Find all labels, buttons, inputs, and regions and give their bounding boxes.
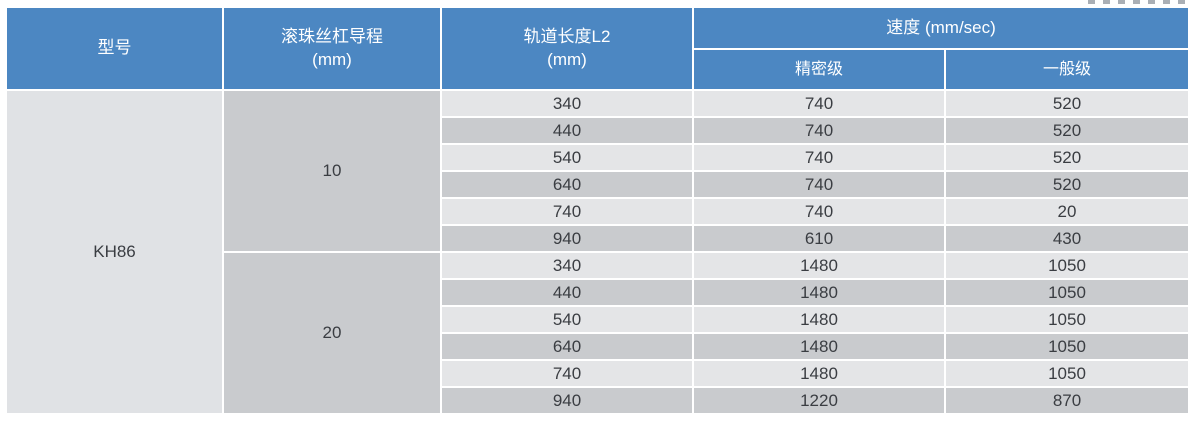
cell-rail-length: 440 bbox=[440, 116, 694, 145]
cell-speed-precision: 740 bbox=[692, 170, 946, 199]
cell-speed-general: 520 bbox=[943, 143, 1191, 172]
table-row: 940 610 430 bbox=[6, 224, 1191, 253]
cell-rail-length: 640 bbox=[440, 170, 694, 199]
cell-speed-general: 1050 bbox=[943, 305, 1191, 334]
cell-speed-precision: 1220 bbox=[692, 386, 946, 415]
header-rail-length: 轨道长度L2 (mm) bbox=[440, 6, 694, 91]
table-row: 440 1480 1050 bbox=[6, 278, 1191, 307]
table-row: 740 1480 1050 bbox=[6, 359, 1191, 388]
model-cell: KH86 bbox=[5, 89, 224, 415]
cell-speed-general: 1050 bbox=[943, 332, 1191, 361]
table-row: KH86 10 340 740 520 bbox=[5, 89, 1191, 415]
header-speed: 速度 (mm/sec) bbox=[691, 6, 1191, 50]
header-precision-grade: 精密级 bbox=[692, 48, 946, 91]
cell-speed-precision: 740 bbox=[692, 116, 946, 145]
spec-table: 型号 滚珠丝杠导程 (mm) 轨道长度L2 (mm) 速度 (mm/sec) 精… bbox=[5, 6, 1191, 415]
cell-rail-length: 940 bbox=[440, 386, 694, 415]
header-model-label: 型号 bbox=[97, 38, 132, 58]
cell-speed-precision: 1480 bbox=[692, 332, 946, 361]
cell-speed-general: 870 bbox=[943, 386, 1191, 415]
cell-rail-length: 540 bbox=[440, 143, 694, 172]
header-lead: 滚珠丝杠导程 (mm) bbox=[222, 6, 442, 91]
cell-speed-precision: 1480 bbox=[692, 251, 946, 280]
header-rail-line2: (mm) bbox=[547, 49, 587, 69]
cell-rail-length: 940 bbox=[440, 224, 694, 253]
cell-speed-general: 520 bbox=[943, 116, 1191, 145]
cell-speed-precision: 610 bbox=[692, 224, 946, 253]
header-row-sub: 精密级 一般级 bbox=[6, 48, 1191, 91]
table-row: 640 1480 1050 bbox=[6, 332, 1191, 361]
cell-speed-precision: 740 bbox=[692, 89, 946, 118]
cell-rail-length: 340 bbox=[440, 251, 694, 280]
cell-speed-precision: 1480 bbox=[692, 359, 946, 388]
table-header: 型号 滚珠丝杠导程 (mm) 轨道长度L2 (mm) 速度 (mm/sec) 精… bbox=[5, 6, 1191, 91]
header-model: 型号 bbox=[5, 6, 224, 91]
table-row: 20 340 1480 1050 bbox=[6, 251, 1191, 415]
lead-cell-20: 20 bbox=[222, 251, 442, 415]
cell-rail-length: 340 bbox=[440, 89, 694, 118]
clipped-top-right-text-fragment bbox=[1088, 0, 1192, 4]
cell-speed-general: 20 bbox=[943, 197, 1191, 226]
cell-speed-general: 1050 bbox=[943, 278, 1191, 307]
cell-speed-general: 520 bbox=[943, 89, 1191, 118]
cell-speed-precision: 1480 bbox=[692, 278, 946, 307]
cell-speed-precision: 1480 bbox=[692, 305, 946, 334]
table-row: 540 1480 1050 bbox=[6, 305, 1191, 334]
header-lead-line2: (mm) bbox=[312, 49, 352, 69]
cell-rail-length: 640 bbox=[440, 332, 694, 361]
header-rail-line1: 轨道长度L2 bbox=[523, 26, 611, 46]
cell-rail-length: 440 bbox=[440, 278, 694, 307]
cell-speed-general: 1050 bbox=[943, 359, 1191, 388]
cell-rail-length: 540 bbox=[440, 305, 694, 334]
table-row: 440 740 520 bbox=[6, 116, 1191, 145]
cell-rail-length: 740 bbox=[440, 197, 694, 226]
header-general-grade: 一般级 bbox=[943, 48, 1191, 91]
header-row-top: 型号 滚珠丝杠导程 (mm) 轨道长度L2 (mm) 速度 (mm/sec) bbox=[5, 6, 1191, 91]
table-body: KH86 10 340 740 520 440 740 520 540 740 … bbox=[5, 89, 1191, 415]
table-row: 540 740 520 bbox=[6, 143, 1191, 172]
cell-speed-precision: 740 bbox=[692, 143, 946, 172]
cell-speed-general: 520 bbox=[943, 170, 1191, 199]
table-row: 740 740 20 bbox=[6, 197, 1191, 226]
table-row: 640 740 520 bbox=[6, 170, 1191, 199]
cell-rail-length: 740 bbox=[440, 359, 694, 388]
table-row: 940 1220 870 bbox=[6, 386, 1191, 415]
cell-speed-general: 430 bbox=[943, 224, 1191, 253]
cell-speed-general: 1050 bbox=[943, 251, 1191, 280]
lead-cell-10: 10 bbox=[222, 89, 442, 253]
header-lead-line1: 滚珠丝杠导程 bbox=[281, 26, 383, 46]
cell-speed-precision: 740 bbox=[692, 197, 946, 226]
